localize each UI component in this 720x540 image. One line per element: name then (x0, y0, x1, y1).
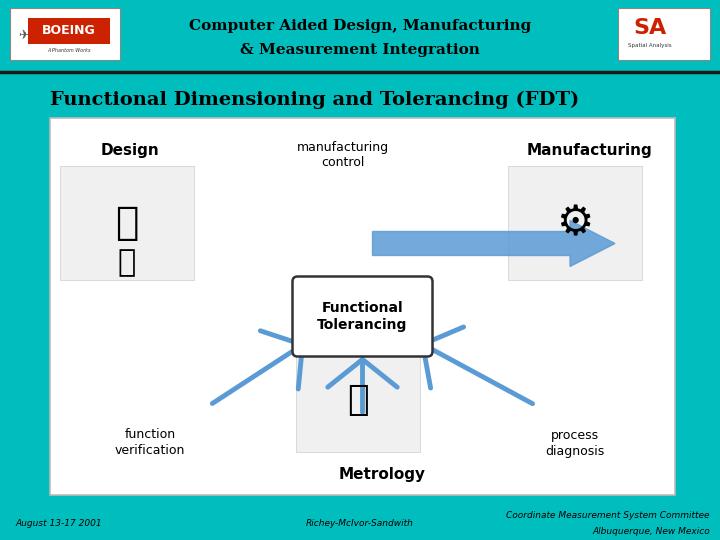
Text: Manufacturing: Manufacturing (527, 143, 653, 158)
Text: Functional: Functional (322, 300, 403, 314)
Text: Functional Dimensioning and Tolerancing (FDT): Functional Dimensioning and Tolerancing … (50, 91, 580, 109)
Text: 🖥: 🖥 (115, 204, 139, 242)
FancyBboxPatch shape (28, 18, 110, 44)
FancyBboxPatch shape (618, 8, 710, 60)
Text: ⚙: ⚙ (557, 202, 594, 244)
Text: manufacturing: manufacturing (297, 141, 389, 154)
Text: ✈: ✈ (18, 30, 29, 43)
Text: Computer Aided Design, Manufacturing: Computer Aided Design, Manufacturing (189, 19, 531, 33)
Text: SA: SA (634, 18, 667, 38)
FancyBboxPatch shape (508, 166, 642, 280)
FancyBboxPatch shape (50, 118, 675, 495)
FancyBboxPatch shape (60, 166, 194, 280)
FancyBboxPatch shape (295, 348, 420, 452)
Text: BOEING: BOEING (42, 24, 96, 37)
Text: Richey-McIvor-Sandwith: Richey-McIvor-Sandwith (306, 518, 414, 528)
Text: Coordinate Measurement System Committee: Coordinate Measurement System Committee (506, 510, 710, 519)
Text: function: function (125, 429, 176, 442)
Text: August 13-17 2001: August 13-17 2001 (15, 518, 102, 528)
Text: verification: verification (114, 444, 185, 457)
Text: Metrology: Metrology (339, 468, 426, 483)
Text: diagnosis: diagnosis (545, 444, 605, 457)
Text: 📐: 📐 (347, 383, 369, 417)
Text: process: process (551, 429, 599, 442)
Text: Spatial Analysis: Spatial Analysis (628, 44, 672, 49)
FancyBboxPatch shape (292, 276, 433, 356)
Text: & Measurement Integration: & Measurement Integration (240, 43, 480, 57)
Text: 👤: 👤 (118, 248, 136, 278)
FancyBboxPatch shape (10, 8, 120, 60)
Text: control: control (321, 156, 364, 168)
Text: Design: Design (101, 143, 159, 158)
Text: Albuquerque, New Mexico: Albuquerque, New Mexico (593, 526, 710, 536)
Text: A Phantom Works: A Phantom Works (48, 48, 91, 52)
Polygon shape (372, 220, 615, 267)
Text: Tolerancing: Tolerancing (318, 319, 408, 333)
